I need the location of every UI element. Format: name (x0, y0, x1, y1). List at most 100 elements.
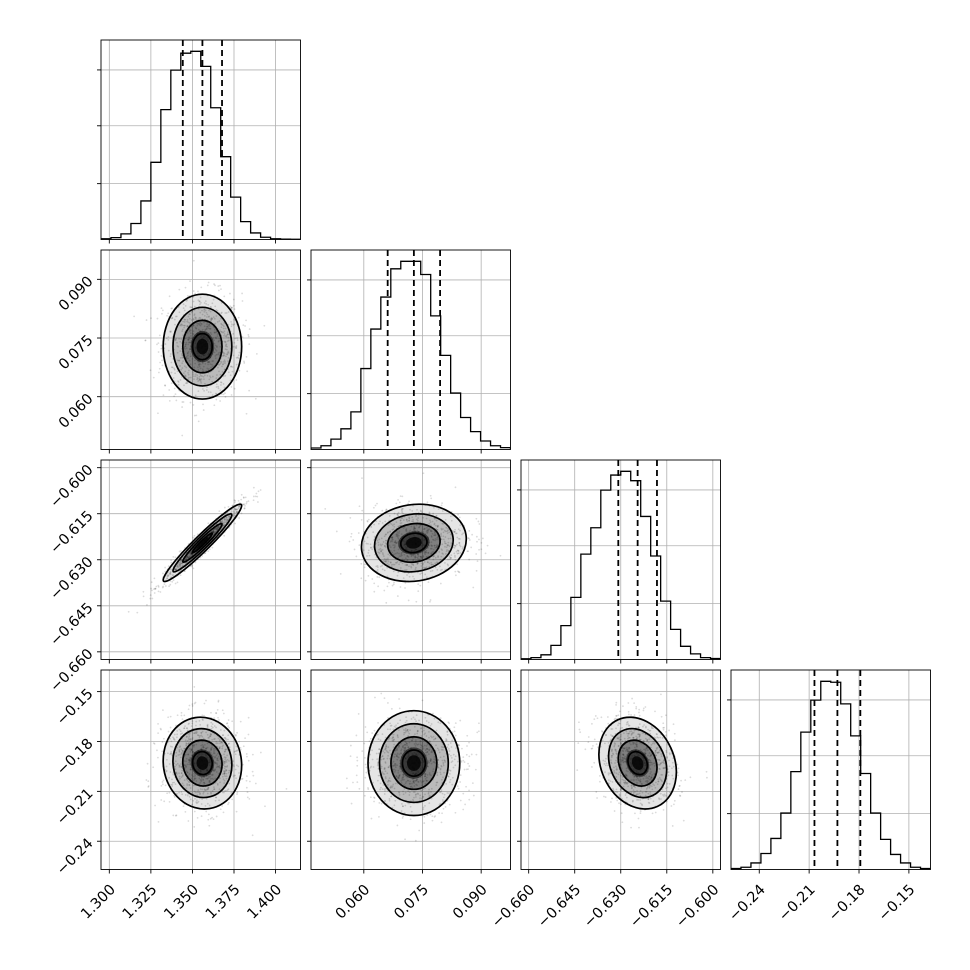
scatter-point (391, 540, 394, 543)
scatter-point (324, 508, 327, 510)
scatter-point (208, 779, 211, 782)
scatter-point (401, 746, 404, 748)
scatter-point (403, 733, 405, 736)
scatter-point (388, 581, 390, 584)
scatter-point (415, 778, 418, 781)
scatter-point (244, 504, 246, 507)
scatter-point (472, 794, 475, 797)
scatter-point (226, 353, 229, 356)
scatter-point (423, 561, 426, 563)
scatter-point (226, 519, 228, 522)
scatter-point (446, 532, 449, 535)
scatter-point (382, 758, 385, 761)
scatter-point (234, 507, 236, 510)
scatter-point (381, 733, 384, 736)
scatter-point (402, 775, 405, 778)
scatter-point (164, 585, 167, 587)
scatter-point (442, 528, 444, 530)
scatter-point (185, 757, 188, 760)
scatter-point (225, 722, 228, 725)
scatter-point (609, 772, 611, 775)
scatter-point (412, 559, 415, 562)
scatter-point (172, 736, 174, 739)
scatter-point (145, 319, 148, 321)
scatter-point (179, 365, 181, 367)
scatter-point (386, 728, 389, 731)
scatter-point (226, 340, 229, 343)
scatter-point (409, 818, 412, 821)
scatter-point (628, 724, 631, 727)
scatter-point (420, 555, 422, 558)
scatter-point (201, 788, 204, 791)
scatter-point (182, 784, 185, 787)
scatter-point (235, 511, 238, 514)
scatter-point (214, 762, 217, 764)
scatter-point (372, 766, 375, 768)
scatter-point (252, 774, 255, 777)
scatter-point (191, 750, 194, 753)
scatter-point (457, 570, 459, 573)
scatter-point (422, 555, 425, 558)
scatter-point (408, 519, 411, 522)
scatter-point (193, 414, 196, 417)
scatter-point (233, 387, 236, 390)
scatter-point (439, 768, 442, 771)
scatter-point (435, 519, 438, 522)
scatter-point (201, 555, 204, 557)
scatter-point (183, 318, 186, 321)
scatter-point (431, 544, 434, 547)
scatter-point (173, 796, 176, 798)
scatter-point (224, 765, 227, 768)
scatter-point (200, 286, 203, 289)
scatter-point (181, 769, 184, 772)
scatter-point (415, 720, 417, 723)
scatter-point (209, 376, 212, 379)
scatter-point (171, 781, 174, 784)
scatter-point (199, 374, 202, 377)
scatter-point (399, 767, 402, 769)
scatter-point (622, 747, 625, 750)
scatter-point (398, 753, 401, 756)
scatter-point (230, 386, 233, 388)
scatter-point (390, 707, 393, 710)
scatter-point (407, 746, 410, 749)
scatter-point (178, 561, 181, 564)
scatter-point (184, 286, 187, 289)
scatter-point (231, 306, 233, 309)
scatter-point (442, 796, 445, 799)
scatter-point (402, 773, 405, 776)
scatter-point (596, 797, 598, 799)
scatter-point (171, 366, 174, 369)
scatter-point (220, 381, 223, 384)
scatter-point (615, 797, 618, 799)
scatter-point (430, 751, 433, 754)
scatter-point (434, 524, 437, 527)
scatter-point (446, 530, 448, 533)
scatter-point (376, 564, 379, 567)
scatter-point (172, 737, 175, 740)
scatter-point (462, 756, 465, 759)
scatter-point (371, 578, 374, 580)
scatter-point (210, 306, 212, 309)
scatter-point (391, 563, 393, 566)
scatter-point (396, 595, 399, 597)
scatter-point (430, 547, 433, 550)
scatter-point (454, 811, 457, 814)
scatter-point (433, 760, 436, 763)
scatter-point (234, 774, 236, 777)
scatter-point (219, 400, 222, 402)
scatter-point (454, 545, 457, 547)
scatter-point (431, 563, 434, 566)
scatter-point (187, 556, 190, 559)
scatter-point (217, 340, 220, 343)
scatter-point (177, 345, 180, 348)
scatter-point (215, 383, 218, 386)
scatter-point (229, 305, 232, 308)
scatter-point (606, 716, 609, 718)
scatter-point (181, 750, 184, 752)
scatter-point (172, 556, 175, 558)
scatter-point (213, 756, 216, 759)
scatter-point (464, 803, 467, 806)
scatter-point (223, 772, 226, 775)
scatter-point (420, 789, 423, 792)
